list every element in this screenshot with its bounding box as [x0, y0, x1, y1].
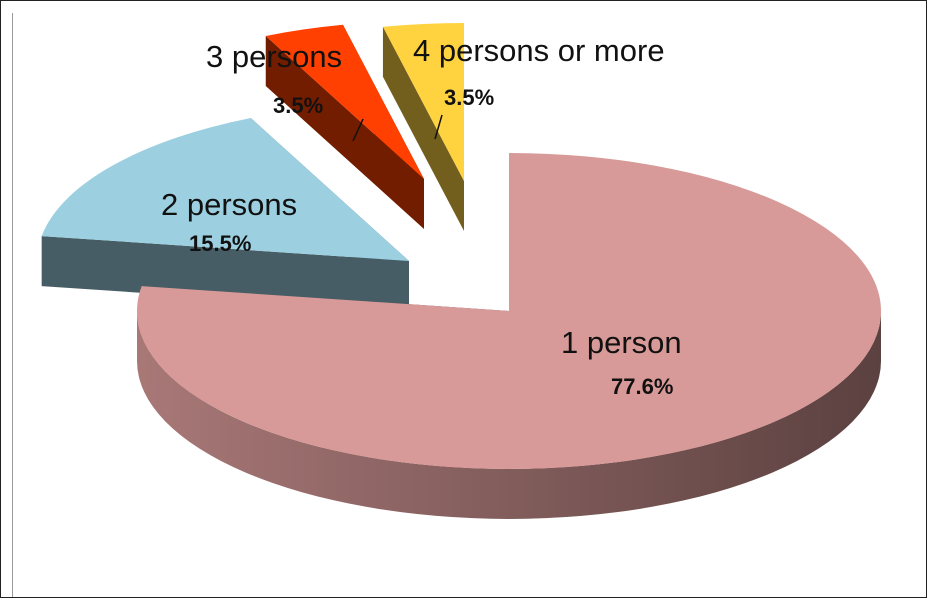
4-persons-or-more-category-label: 4 persons or more [413, 33, 665, 68]
2-persons-value-label: 15.5% [189, 231, 251, 256]
1-person-slice-side [137, 311, 881, 519]
4-persons-or-more-leader-line [434, 114, 443, 140]
4-persons-or-more-slice-wall-1 [382, 26, 464, 232]
4-persons-or-more-slice [382, 23, 464, 181]
3-persons-slice-wall-1 [265, 36, 424, 229]
2-persons-category-label: 2 persons [161, 187, 297, 222]
1-person-category-label: 1 person [561, 325, 682, 360]
3-persons-leader-line [352, 118, 364, 142]
3-persons-slice [265, 24, 424, 180]
2-persons-slice [41, 118, 410, 261]
frame-inner-border [12, 13, 13, 597]
3-persons-category-label: 3 persons [206, 39, 342, 74]
2-persons-slice-wall-1 [41, 236, 410, 311]
4-persons-or-more-value-label: 3.5% [444, 85, 494, 110]
pie-tops [41, 23, 881, 469]
1-person-value-label: 77.6% [611, 374, 673, 399]
1-person-slice [137, 153, 881, 469]
pie-labels: 1 person 77.6% 2 persons 15.5% 3 persons 3.5%… [161, 33, 682, 399]
3-persons-value-label: 3.5% [273, 93, 323, 118]
